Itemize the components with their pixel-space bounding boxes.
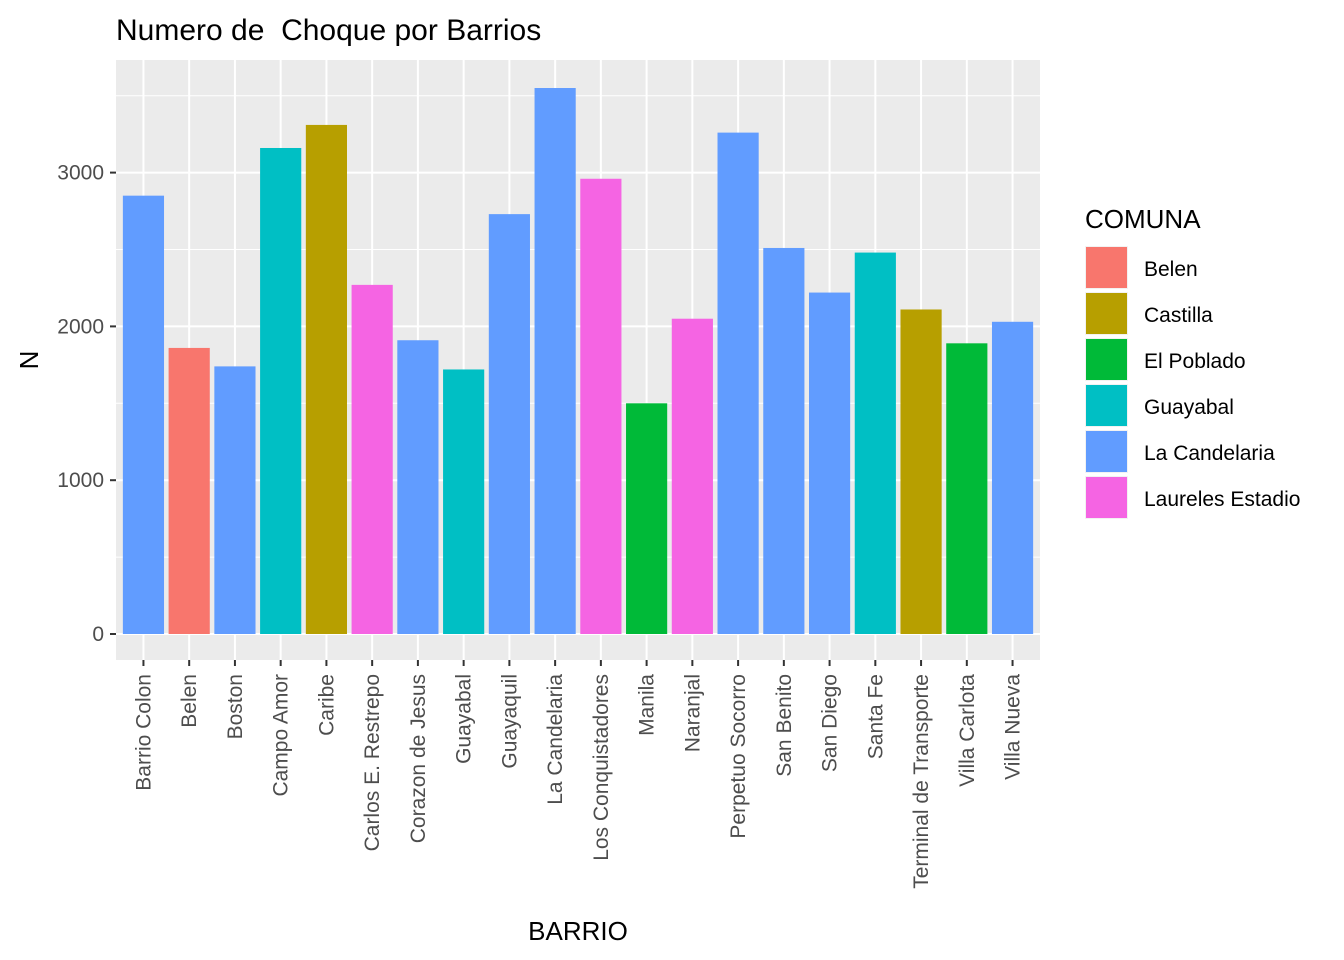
- bar-perpetuo-socorro: [717, 132, 759, 634]
- x-tick-label: Corazon de Jesus: [407, 674, 430, 843]
- bar-carlos-e-restrepo: [351, 284, 393, 634]
- x-tick-label: Guayaquil: [498, 674, 521, 769]
- x-tick-label: Belen: [178, 674, 201, 728]
- x-tick-label: Caribe: [315, 674, 338, 736]
- bar-san-benito: [763, 247, 805, 634]
- x-tick-label: Manila: [636, 674, 659, 736]
- x-tick-label: Boston: [224, 674, 247, 739]
- bar-corazon-de-jesus: [397, 340, 439, 634]
- legend-swatch: [1086, 247, 1127, 288]
- x-tick-label: Santa Fe: [864, 674, 887, 759]
- legend-label: El Poblado: [1144, 350, 1246, 373]
- legend: COMUNA Belen Castilla El Poblado Guayabal La…: [1085, 204, 1300, 519]
- x-tick-label: Los Conquistadores: [590, 674, 613, 861]
- legend-label: Castilla: [1144, 304, 1213, 327]
- legend-items: Belen Castilla El Poblado Guayabal La Candel…: [1085, 246, 1300, 519]
- bar-los-conquistadores: [580, 178, 622, 634]
- legend-swatch: [1086, 431, 1127, 472]
- bar-caribe: [305, 124, 347, 634]
- y-tick-label: 1000: [57, 469, 104, 492]
- x-tick-label: Naranjal: [681, 674, 704, 752]
- y-tick-label: 3000: [57, 162, 104, 185]
- x-tick-label: San Benito: [773, 674, 796, 777]
- bar-naranjal: [671, 318, 713, 634]
- x-tick-label: Guayabal: [453, 674, 476, 764]
- bar-villa-nueva: [991, 321, 1034, 634]
- bar-santa-fe: [854, 252, 896, 635]
- legend-swatch: [1086, 385, 1127, 426]
- bar-san-diego: [809, 292, 851, 634]
- bar-la-candelaria: [534, 88, 576, 634]
- legend-swatch: [1086, 339, 1127, 380]
- x-tick-label: Campo Amor: [270, 674, 293, 797]
- y-tick-label: 0: [92, 623, 104, 646]
- bar-belen: [168, 347, 210, 634]
- legend-swatch: [1086, 293, 1127, 334]
- y-axis: 0 1000 2000 3000: [57, 162, 116, 646]
- bar-manila: [626, 403, 668, 634]
- legend-title: COMUNA: [1085, 204, 1201, 234]
- bar-campo-amor: [260, 147, 302, 634]
- legend-label: Belen: [1144, 258, 1198, 281]
- x-axis: Barrio Colon Belen Boston Campo Amor Caribe C…: [132, 660, 1025, 889]
- legend-label: Laureles Estadio: [1144, 488, 1300, 511]
- bars: [122, 88, 1034, 635]
- legend-label: Guayabal: [1144, 396, 1234, 419]
- x-axis-title: BARRIO: [528, 916, 628, 946]
- bar-barrio-colon: [122, 195, 165, 635]
- x-tick-label: Villa Nueva: [1002, 674, 1025, 780]
- x-tick-label: Barrio Colon: [132, 674, 155, 791]
- x-tick-label: Villa Carlota: [956, 674, 979, 787]
- x-tick-label: Carlos E. Restrepo: [361, 674, 384, 851]
- y-axis-title: N: [14, 351, 44, 370]
- x-tick-label: Perpetuo Socorro: [727, 674, 750, 839]
- x-tick-label: La Candelaria: [544, 674, 567, 805]
- bar-boston: [214, 366, 256, 634]
- legend-swatch: [1086, 477, 1127, 518]
- y-tick-label: 2000: [57, 315, 104, 338]
- chart-title: Numero de Choque por Barrios: [116, 14, 541, 47]
- bar-terminal-de-transporte: [900, 309, 942, 634]
- x-tick-label: Terminal de Transporte: [910, 674, 933, 889]
- bar-villa-carlota: [946, 343, 988, 634]
- bar-guayabal: [443, 369, 485, 634]
- x-tick-label: San Diego: [819, 674, 842, 772]
- legend-label: La Candelaria: [1144, 442, 1275, 465]
- bar-guayaquil: [488, 214, 530, 634]
